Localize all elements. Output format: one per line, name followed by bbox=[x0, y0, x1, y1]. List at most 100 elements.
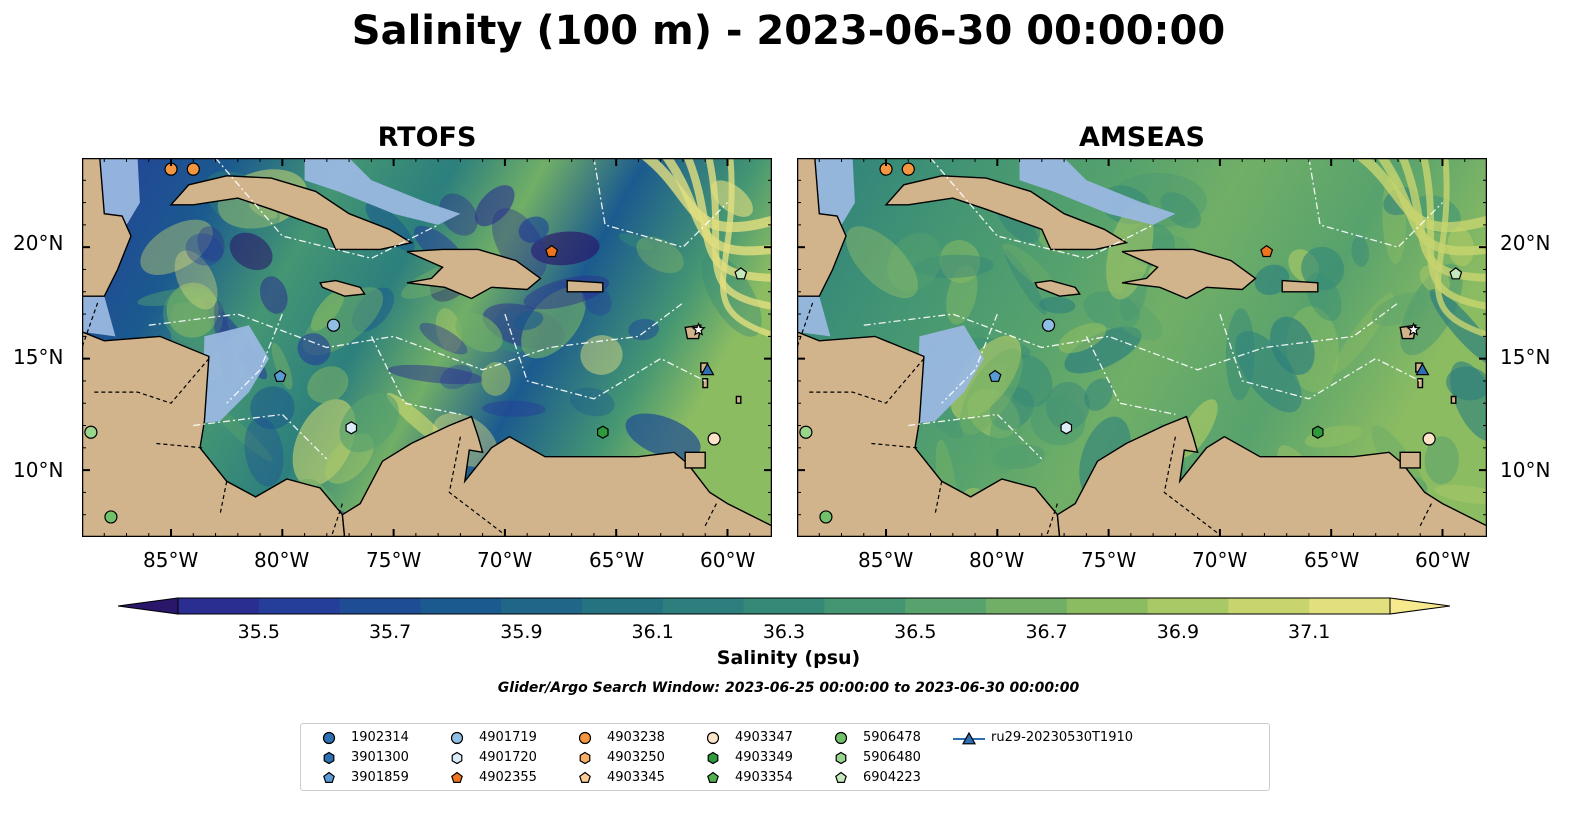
colorbar-label: Salinity (psu) bbox=[716, 647, 861, 669]
eddy-feature bbox=[474, 185, 515, 227]
colorbar-tick-label: 36.9 bbox=[1156, 621, 1200, 643]
legend-marker-icon bbox=[835, 751, 847, 765]
float-marker bbox=[901, 162, 915, 176]
x-tick-label: 60°W bbox=[1415, 548, 1471, 572]
colorbar-segment bbox=[1147, 598, 1229, 614]
legend-marker-icon bbox=[323, 751, 335, 765]
float-marker bbox=[1260, 244, 1274, 258]
eddy-feature bbox=[939, 240, 981, 283]
eez-boundary bbox=[1219, 313, 1421, 400]
colorbar-segment bbox=[339, 598, 421, 614]
eddy-feature bbox=[259, 276, 288, 314]
colorbar-tick-label: 36.1 bbox=[631, 621, 674, 643]
eddy-feature bbox=[1434, 484, 1487, 505]
colorbar-segment bbox=[1309, 598, 1391, 614]
eddy-feature bbox=[481, 361, 511, 396]
colorbar-extend-high bbox=[1389, 597, 1451, 615]
eddy-feature bbox=[1450, 361, 1487, 442]
eddy-feature bbox=[1332, 292, 1394, 375]
y-tick-label: 20°N bbox=[13, 231, 64, 255]
colorbar-segment bbox=[501, 598, 583, 614]
figure-title: Salinity (100 m) - 2023-06-30 00:00:00 bbox=[351, 8, 1226, 54]
eddy-feature bbox=[1058, 322, 1107, 354]
eddy-feature bbox=[914, 254, 994, 279]
eddy-feature bbox=[310, 289, 345, 332]
eddy-feature bbox=[1083, 291, 1141, 330]
eddy-feature bbox=[440, 364, 473, 390]
colorbar-segment bbox=[1228, 598, 1310, 614]
continental-shelf bbox=[797, 296, 831, 337]
country-border bbox=[1163, 436, 1221, 536]
eddy-feature bbox=[387, 364, 484, 385]
country-border bbox=[870, 442, 918, 449]
float-marker bbox=[596, 425, 609, 439]
salinity-filament bbox=[1398, 158, 1487, 282]
land bbox=[1121, 248, 1257, 300]
float-marker bbox=[819, 510, 833, 524]
y-tick-label: 10°N bbox=[1500, 458, 1551, 482]
eddy-feature bbox=[618, 233, 654, 251]
colorbar-segment bbox=[258, 598, 341, 614]
x-tick-label: 85°W bbox=[858, 548, 914, 572]
colorbar-segment bbox=[582, 598, 664, 614]
float-marker bbox=[186, 162, 200, 176]
legend-label: 4903354 bbox=[735, 770, 793, 785]
eez-boundary bbox=[941, 313, 998, 404]
eddy-feature bbox=[1004, 248, 1047, 315]
float-marker bbox=[273, 369, 287, 382]
legend-marker-icon bbox=[578, 731, 592, 745]
eddy-feature bbox=[292, 399, 356, 487]
eddy-feature bbox=[1160, 192, 1201, 229]
x-tick-label: 75°W bbox=[366, 548, 422, 572]
country-border bbox=[797, 302, 814, 348]
float-marker bbox=[1449, 267, 1463, 280]
eddy-feature bbox=[455, 312, 503, 353]
salinity-filament bbox=[1420, 158, 1487, 310]
salinity-filament bbox=[1435, 158, 1487, 338]
float-marker bbox=[707, 432, 721, 446]
colorbar-segment bbox=[986, 598, 1068, 614]
eddy-feature bbox=[1084, 378, 1113, 411]
y-tick-label: 20°N bbox=[1500, 231, 1551, 255]
eez-boundary bbox=[193, 413, 328, 460]
salinity-filament bbox=[720, 158, 772, 338]
x-tick-label: 65°W bbox=[1304, 548, 1360, 572]
eddy-feature bbox=[1424, 436, 1459, 485]
eddy-feature bbox=[339, 392, 399, 453]
search-window-text: Glider/Argo Search Window: 2023-06-25 00… bbox=[497, 680, 1080, 696]
legend-marker-icon bbox=[707, 751, 719, 765]
y-tick-label: 15°N bbox=[1500, 345, 1551, 369]
legend-label: 1902314 bbox=[351, 730, 409, 745]
land bbox=[319, 279, 366, 297]
eddy-feature bbox=[846, 226, 918, 299]
legend-marker-icon bbox=[450, 731, 464, 745]
colorbar-segment bbox=[1066, 598, 1149, 614]
float-marker bbox=[1406, 322, 1421, 336]
eez-boundary bbox=[1308, 158, 1443, 248]
continental-shelf bbox=[917, 325, 984, 424]
eddy-feature bbox=[950, 335, 1022, 420]
land bbox=[684, 451, 706, 469]
land bbox=[884, 175, 1129, 251]
panel-title-amseas: AMSEAS bbox=[1079, 122, 1205, 153]
x-tick-label: 60°W bbox=[700, 548, 756, 572]
eddy-feature bbox=[244, 417, 284, 487]
eddy-feature bbox=[1371, 292, 1429, 326]
map-frame bbox=[82, 158, 772, 537]
colorbar-tick-label: 35.9 bbox=[500, 621, 543, 643]
float-marker bbox=[104, 510, 118, 524]
x-tick-label: 80°W bbox=[969, 548, 1025, 572]
eddy-feature bbox=[886, 232, 943, 292]
colorbar-tick-label: 35.5 bbox=[237, 621, 280, 643]
eez-boundary bbox=[930, 158, 1154, 259]
salinity-filament bbox=[683, 158, 772, 282]
continental-shelf bbox=[304, 158, 461, 225]
eddy-feature bbox=[946, 265, 978, 325]
land bbox=[1056, 415, 1487, 537]
float-marker bbox=[1311, 425, 1324, 439]
legend-marker-icon bbox=[323, 771, 335, 783]
eddy-feature bbox=[1235, 331, 1302, 413]
eez-boundary bbox=[908, 413, 1043, 460]
float-marker bbox=[1422, 432, 1436, 446]
y-tick-label: 15°N bbox=[13, 345, 64, 369]
